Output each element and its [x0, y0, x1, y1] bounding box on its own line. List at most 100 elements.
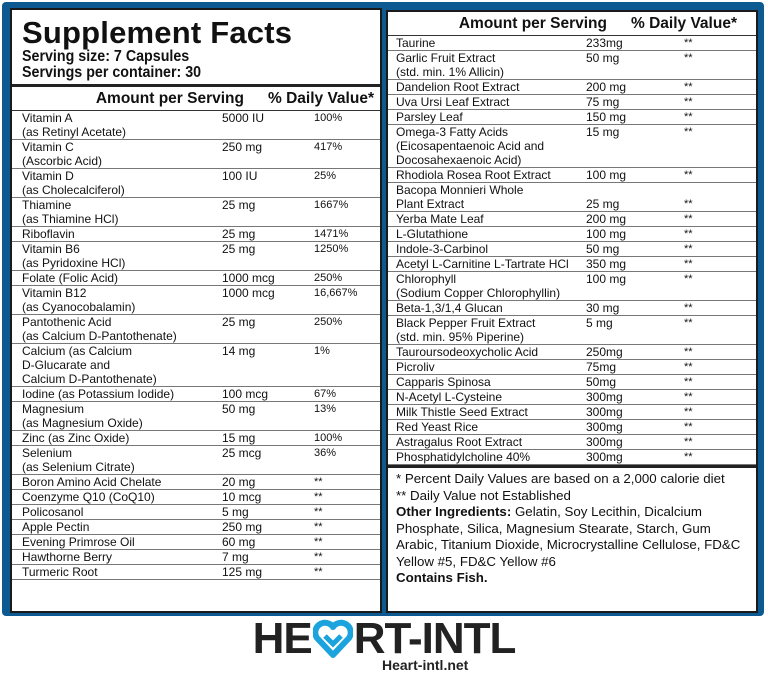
nutrient-row: Calcium (as Calcium D-Glucarate and Calciu… [12, 343, 380, 387]
nutrient-name: Coenzyme Q10 (CoQ10) [12, 489, 222, 505]
nutrient-row: Red Yeast Rice 300mg ** [388, 419, 756, 435]
nutrient-amount: 300mg [586, 449, 672, 465]
nutrient-name: Bacopa Monnieri Whole Plant Extract [388, 182, 586, 212]
nutrient-row: Iodine (as Potassium Iodide) 100 mcg 67% [12, 386, 380, 402]
nutrient-daily-value: 36% [314, 445, 380, 475]
left-nutrient-table: Vitamin A (as Retinyl Acetate) 5000 IU 100%… [12, 111, 380, 580]
nutrient-name: Acetyl L-Carnitine L-Tartrate HCl [388, 256, 586, 272]
nutrient-name: Vitamin B12 (as Cyanocobalamin) [12, 285, 222, 315]
nutrient-name: Black Pepper Fruit Extract (std. min. 95%… [388, 315, 586, 345]
nutrient-amount: 300mg [586, 404, 672, 420]
facts-left-panel: Supplement Facts Serving size: 7 Capsule… [10, 8, 382, 613]
nutrient-amount: 1000 mcg [222, 285, 314, 315]
nutrient-amount: 233mg [586, 36, 672, 51]
nutrient-daily-value: ** [672, 271, 756, 301]
nutrient-amount: 50mg [586, 374, 672, 390]
nutrient-amount: 1000 mcg [222, 270, 314, 286]
nutrient-daily-value: ** [672, 182, 756, 212]
nutrient-name: Pantothenic Acid (as Calcium D-Pantothena… [12, 314, 222, 344]
nutrient-name: Taurine [388, 36, 586, 51]
nutrient-daily-value: ** [672, 256, 756, 272]
nutrient-row: L-Glutathione 100 mg ** [388, 226, 756, 242]
logo-text-right: RT-INTL [353, 614, 517, 663]
nutrient-amount: 100 IU [222, 168, 314, 198]
nutrient-amount: 50 mg [222, 401, 314, 431]
nutrient-name: Thiamine (as Thiamine HCl) [12, 197, 222, 227]
nutrient-row: Uva Ursi Leaf Extract 75 mg ** [388, 94, 756, 110]
nutrient-amount: 7 mg [222, 549, 314, 565]
serving-size: Serving size: 7 Capsules [22, 48, 190, 65]
nutrient-daily-value: ** [672, 109, 756, 125]
nutrient-amount: 250 mg [222, 139, 314, 169]
nutrient-amount: 15 mg [586, 124, 672, 168]
nutrient-daily-value: ** [314, 519, 380, 535]
nutrient-row: Picroliv 75mg ** [388, 359, 756, 375]
nutrient-row: Zinc (as Zinc Oxide) 15 mg 100% [12, 430, 380, 446]
nutrient-daily-value: ** [672, 359, 756, 375]
heart-icon [312, 619, 353, 658]
nutrient-daily-value: 1667% [314, 197, 380, 227]
nutrient-name: Chlorophyll (Sodium Copper Chlorophyllin) [388, 271, 586, 301]
nutrient-daily-value: 100% [314, 111, 380, 140]
nutrient-row: Parsley Leaf 150 mg ** [388, 109, 756, 125]
nutrient-amount: 25 mcg [222, 445, 314, 475]
nutrient-daily-value: ** [672, 300, 756, 316]
nutrient-amount: 60 mg [222, 534, 314, 550]
nutrient-row: Magnesium (as Magnesium Oxide) 50 mg 13% [12, 401, 380, 431]
nutrient-name: Rhodiola Rosea Root Extract [388, 167, 586, 183]
nutrient-row: Riboflavin 25 mg 1471% [12, 226, 380, 242]
nutrient-row: Vitamin D (as Cholecalciferol) 100 IU 25% [12, 168, 380, 198]
nutrient-daily-value: ** [672, 167, 756, 183]
nutrient-name: Yerba Mate Leaf [388, 211, 586, 227]
nutrient-row: Garlic Fruit Extract (std. min. 1% Allici… [388, 50, 756, 80]
nutrient-row: Omega-3 Fatty Acids (Eicosapentaenoic Aci… [388, 124, 756, 168]
nutrient-name: Folate (Folic Acid) [12, 270, 222, 286]
brand-logo: HE RT-INTL Heart-intl.net [0, 614, 768, 673]
nutrient-amount: 250mg [586, 344, 672, 360]
nutrient-row: Rhodiola Rosea Root Extract 100 mg ** [388, 167, 756, 183]
nutrient-name: Vitamin C (Ascorbic Acid) [12, 139, 222, 169]
nutrient-row: Tauroursodeoxycholic Acid 250mg ** [388, 344, 756, 360]
nutrient-amount: 100 mg [586, 226, 672, 242]
nutrient-row: Turmeric Root 125 mg ** [12, 564, 380, 580]
nutrient-row: N-Acetyl L-Cysteine 300mg ** [388, 389, 756, 405]
nutrient-name: Vitamin D (as Cholecalciferol) [12, 168, 222, 198]
nutrient-name: Hawthorne Berry [12, 549, 222, 565]
dv-header: % Daily Value* [268, 89, 374, 107]
nutrient-name: Picroliv [388, 359, 586, 375]
nutrient-name: Beta-1,3/1,4 Glucan [388, 300, 586, 316]
nutrient-daily-value: 25% [314, 168, 380, 198]
nutrient-row: Evening Primrose Oil 60 mg ** [12, 534, 380, 550]
nutrient-daily-value: ** [672, 94, 756, 110]
facts-title: Supplement Facts [22, 15, 293, 50]
nutrient-daily-value: ** [672, 419, 756, 435]
nutrient-daily-value: ** [314, 564, 380, 580]
nutrient-daily-value: ** [672, 36, 756, 51]
nutrient-name: L-Glutathione [388, 226, 586, 242]
nutrient-amount: 200 mg [586, 211, 672, 227]
nutrient-daily-value: ** [314, 534, 380, 550]
nutrient-name: Garlic Fruit Extract (std. min. 1% Allici… [388, 50, 586, 80]
dv-footnote: * Percent Daily Values are based on a 2,… [396, 471, 725, 486]
nutrient-daily-value: ** [672, 404, 756, 420]
nutrient-amount: 20 mg [222, 474, 314, 490]
nutrient-daily-value: 67% [314, 386, 380, 402]
nutrient-name: Magnesium (as Magnesium Oxide) [12, 401, 222, 431]
nutrient-daily-value: ** [672, 449, 756, 465]
nutrient-name: Tauroursodeoxycholic Acid [388, 344, 586, 360]
nutrient-amount: 25 mg [586, 182, 672, 212]
nutrient-name: Uva Ursi Leaf Extract [388, 94, 586, 110]
nutrient-amount: 300mg [586, 434, 672, 450]
servings-per-container: Servings per container: 30 [22, 64, 202, 81]
nutrient-row: Yerba Mate Leaf 200 mg ** [388, 211, 756, 227]
nutrient-row: Vitamin A (as Retinyl Acetate) 5000 IU 100% [12, 111, 380, 140]
nutrient-name: Indole-3-Carbinol [388, 241, 586, 257]
nutrient-name: Phosphatidylcholine 40% [388, 449, 586, 465]
nutrient-amount: 10 mcg [222, 489, 314, 505]
nutrient-name: Vitamin B6 (as Pyridoxine HCl) [12, 241, 222, 271]
nutrient-row: Dandelion Root Extract 200 mg ** [388, 79, 756, 95]
nutrient-amount: 50 mg [586, 241, 672, 257]
nutrient-name: Turmeric Root [12, 564, 222, 580]
nutrient-daily-value: 250% [314, 270, 380, 286]
nutrient-daily-value: 1471% [314, 226, 380, 242]
